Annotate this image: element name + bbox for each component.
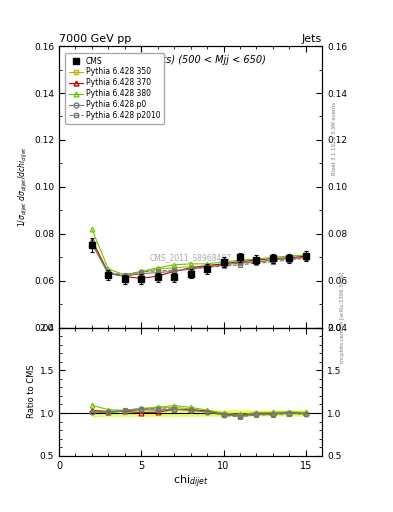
Text: χ (jets) (500 < Mjj < 650): χ (jets) (500 < Mjj < 650) xyxy=(141,55,266,65)
Text: Rivet 3.1.10, ≥ 3.3M events: Rivet 3.1.10, ≥ 3.3M events xyxy=(332,101,337,175)
Y-axis label: Ratio to CMS: Ratio to CMS xyxy=(27,365,35,418)
X-axis label: chi$_{dijet}$: chi$_{dijet}$ xyxy=(173,473,208,489)
Text: CMS_2011_S8968497: CMS_2011_S8968497 xyxy=(150,253,231,262)
Legend: CMS, Pythia 6.428 350, Pythia 6.428 370, Pythia 6.428 380, Pythia 6.428 p0, Pyth: CMS, Pythia 6.428 350, Pythia 6.428 370,… xyxy=(65,53,165,124)
Text: Jets: Jets xyxy=(302,34,322,44)
Text: 7000 GeV pp: 7000 GeV pp xyxy=(59,34,131,44)
Y-axis label: $1/\sigma_{dijet}$ $d\sigma_{dijet}/dchi_{dijet}$: $1/\sigma_{dijet}$ $d\sigma_{dijet}/dchi… xyxy=(17,146,30,227)
Text: mcplots.cern.ch [arXiv:1306.3436]: mcplots.cern.ch [arXiv:1306.3436] xyxy=(340,272,345,363)
